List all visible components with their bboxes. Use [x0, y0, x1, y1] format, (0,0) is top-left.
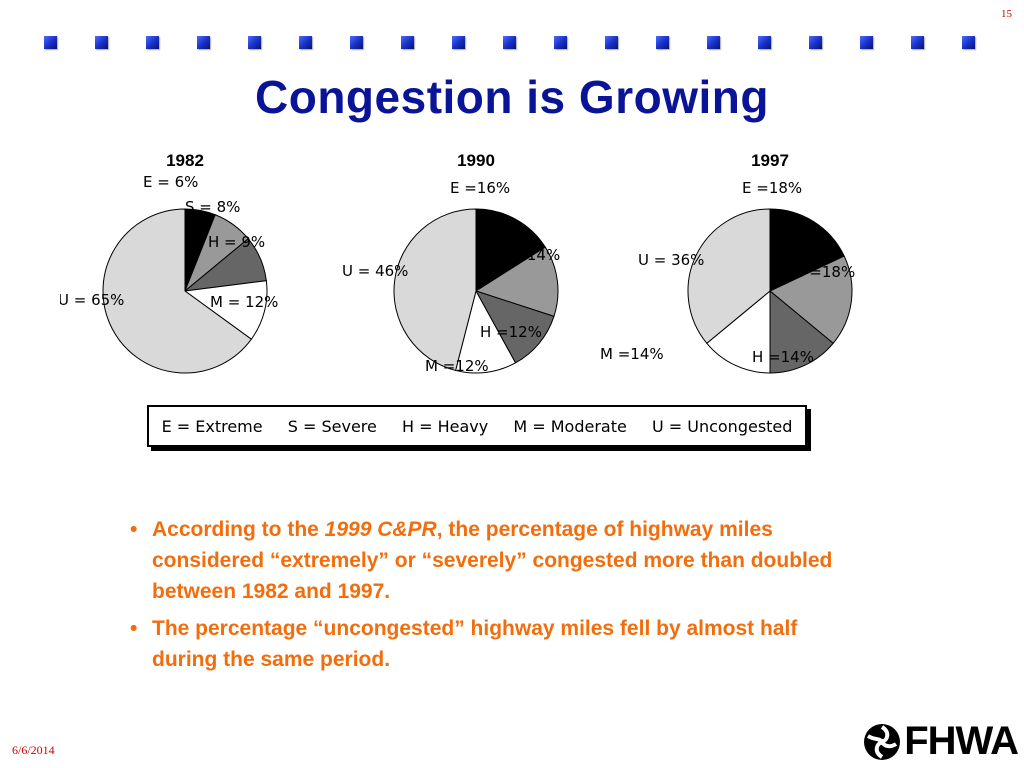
bullet-text: According to the	[152, 518, 325, 541]
bullet-item: • The percentage “uncongested” highway m…	[130, 613, 850, 675]
pie-data-label: M = 12%	[210, 293, 278, 311]
decorative-square	[605, 36, 618, 49]
pie-data-label: H =14%	[752, 348, 814, 366]
decorative-square	[95, 36, 108, 49]
decorative-square	[503, 36, 516, 49]
pie-data-label: S =18%	[795, 263, 855, 281]
pie-charts: 1982 E = 6% S = 8% H = 9% M = 12% U = 65% 1990…	[60, 151, 855, 375]
bullet-text: , the percentage of highway miles consid…	[152, 518, 833, 603]
slide-date: 6/6/2014	[12, 743, 55, 757]
pie-slice-M	[706, 289, 771, 374]
bullet-dot-icon: •	[130, 617, 138, 640]
legend-item-uncongested: U = Uncongested	[651, 416, 793, 436]
pie-data-label: M =14%	[600, 345, 664, 363]
decorative-square	[911, 36, 924, 49]
decorative-square	[860, 36, 873, 49]
slide-title: Congestion is Growing	[255, 71, 769, 123]
pie-slice-E	[769, 208, 845, 292]
fhwa-emblem-icon	[864, 723, 901, 760]
pie-slice-M	[454, 289, 517, 374]
decorative-square	[707, 36, 720, 49]
decorative-square	[962, 36, 975, 49]
decorative-square	[401, 36, 414, 49]
pie-data-label: U = 46%	[342, 262, 408, 280]
pie-data-label: E = 6%	[143, 173, 198, 191]
bullet-list: • According to the 1999 C&PR, the percen…	[130, 514, 850, 681]
pie-slice-S	[769, 255, 853, 344]
legend-box: E = Extreme S = Severe H = Heavy M = Mod…	[147, 405, 807, 447]
decorative-square	[758, 36, 771, 49]
pie-title: 1997	[751, 151, 789, 170]
page-number: 15	[1001, 8, 1012, 20]
bullet-text-italic: 1999 C&PR	[324, 518, 437, 541]
decorative-square	[197, 36, 210, 49]
pie-slice-H	[474, 290, 555, 364]
pie-chart-1982: 1982 E = 6% S = 8% H = 9% M = 12% U = 65%	[60, 151, 278, 374]
pie-slice-M	[183, 280, 268, 340]
decorative-square	[350, 36, 363, 49]
bullet-text: The percentage “uncongested” highway mil…	[152, 617, 798, 671]
decorative-square	[146, 36, 159, 49]
decorative-square	[248, 36, 261, 49]
pie-title: 1982	[166, 151, 204, 170]
decorative-square	[554, 36, 567, 49]
pie-slice-U	[393, 208, 477, 372]
pie-slice-E	[475, 208, 546, 292]
pie-data-label: S =14%	[500, 246, 560, 264]
pie-slice-H	[769, 289, 834, 374]
legend-item-heavy: H = Heavy	[401, 416, 489, 436]
bullet-dot-icon: •	[130, 518, 138, 541]
pie-data-label: U = 36%	[638, 251, 704, 269]
pie-data-label: H = 9%	[208, 233, 265, 251]
pie-slice-U	[687, 208, 771, 344]
decorative-square	[299, 36, 312, 49]
decorative-square	[452, 36, 465, 49]
bullet-item: • According to the 1999 C&PR, the percen…	[130, 514, 850, 607]
pie-data-label: U = 65%	[60, 291, 124, 309]
legend-item-moderate: M = Moderate	[513, 416, 627, 436]
pie-data-label: S = 8%	[185, 198, 240, 216]
legend-item-extreme: E = Extreme	[161, 416, 263, 436]
pie-slice-U	[102, 208, 253, 374]
pie-chart-1997: 1997 E =18% S =18% H =14% M =14% U = 36%	[600, 151, 855, 374]
decorative-square	[656, 36, 669, 49]
pie-chart-1990: 1990 E =16% S =14% H =12% M =12% U = 46%	[342, 151, 560, 375]
legend-item-severe: S = Severe	[287, 416, 377, 436]
fhwa-logo: FHWA	[862, 719, 1019, 764]
pie-data-label: E =18%	[742, 179, 802, 197]
decorative-square-row	[44, 36, 984, 50]
fhwa-logo-text: FHWA	[904, 719, 1019, 763]
decorative-square	[809, 36, 822, 49]
pie-title: 1990	[457, 151, 495, 170]
pie-slice-S	[474, 246, 559, 317]
decorative-square	[44, 36, 57, 49]
pie-data-label: E =16%	[450, 179, 510, 197]
pie-data-label: H =12%	[480, 323, 542, 341]
pie-data-label: M =12%	[425, 357, 489, 375]
